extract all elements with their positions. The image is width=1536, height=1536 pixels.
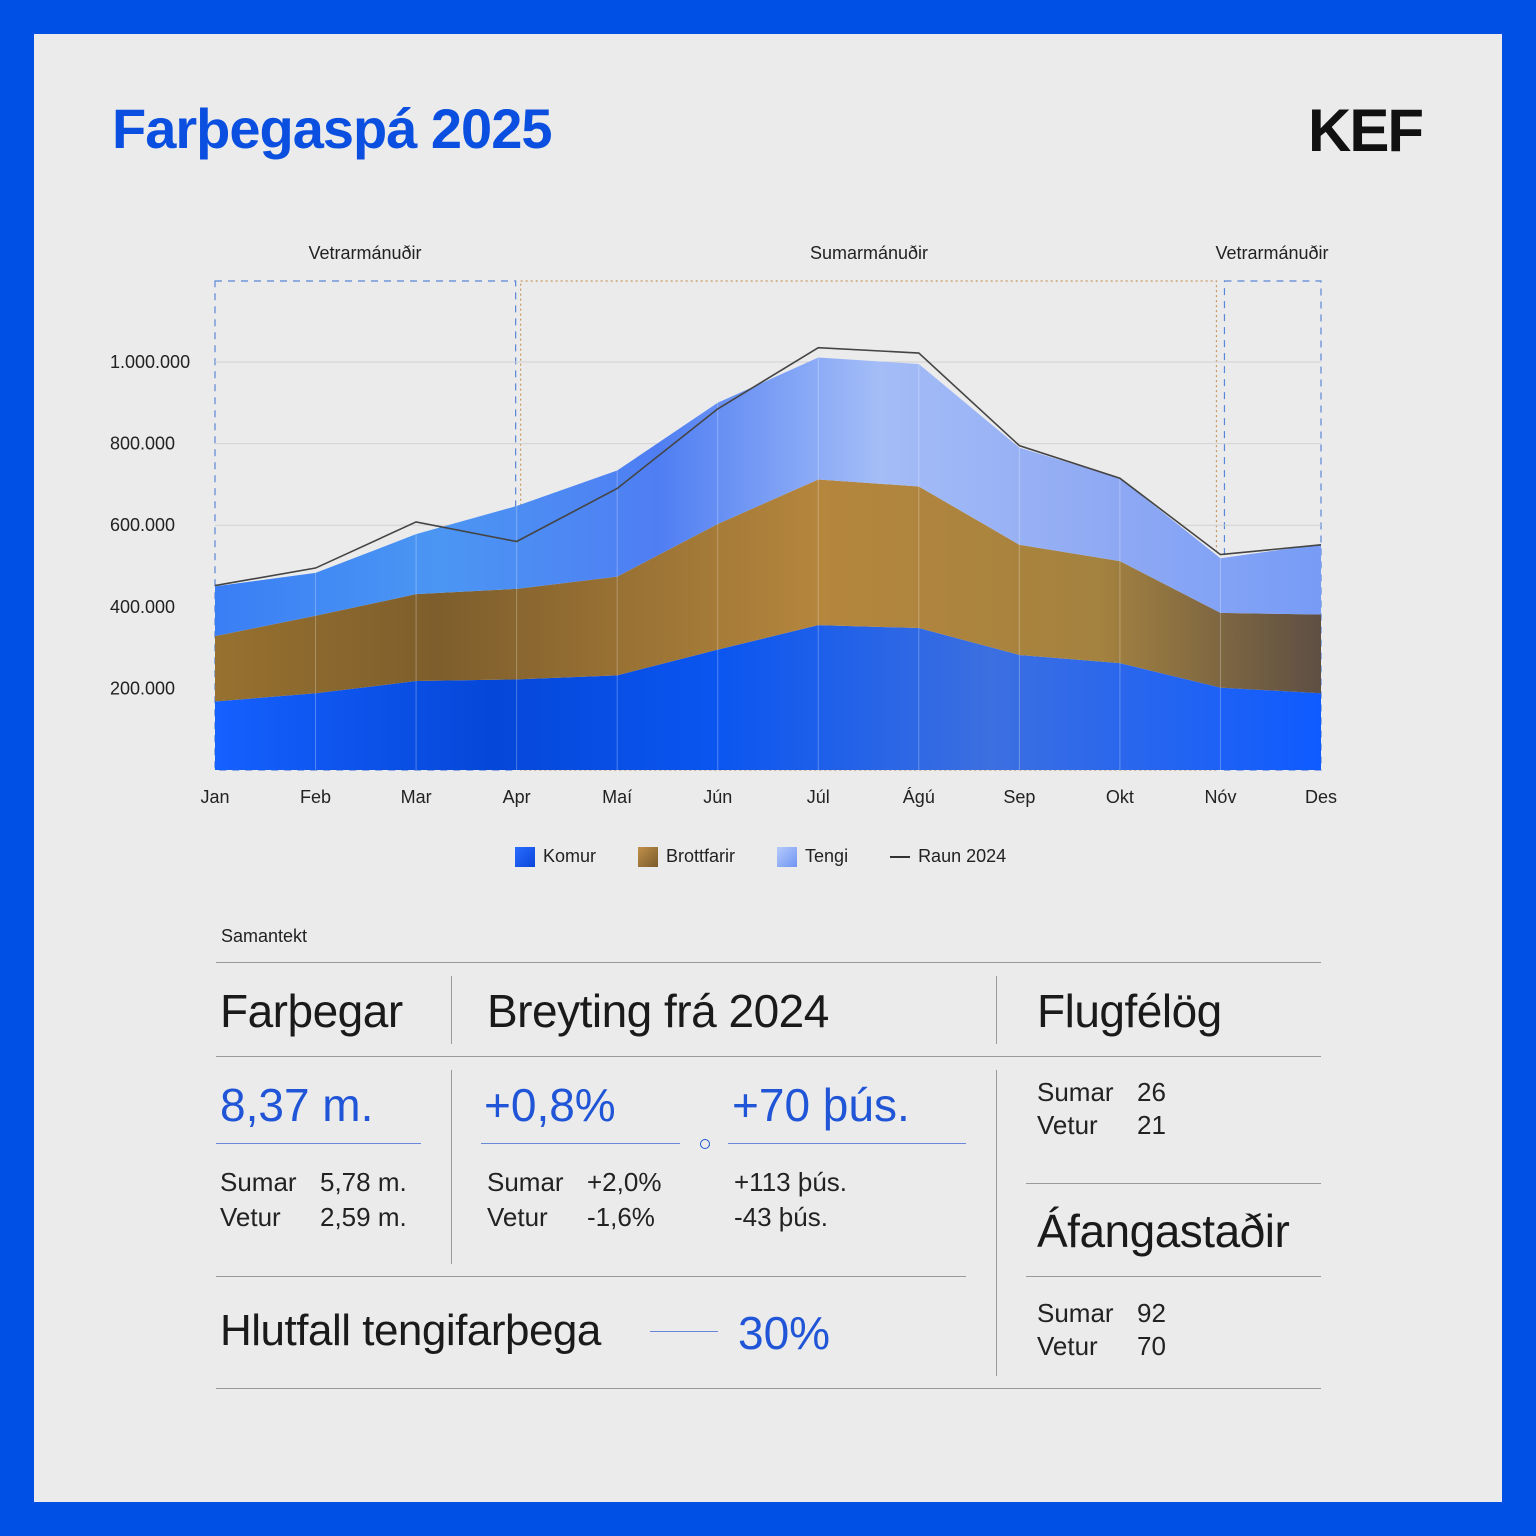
season-label-summer: Sumarmánuðir [810,243,928,263]
destinations-divider [1026,1276,1321,1277]
change-pct: +0,8% [484,1079,616,1131]
x-tick-label: Des [1305,787,1337,807]
change-abs-underline [728,1143,966,1144]
change-heading: Breyting frá 2024 [487,985,829,1037]
transfer-label: Hlutfall tengifarþega [220,1306,601,1355]
legend-brottfarir: Brottfarir [638,846,735,867]
change-winter-abs: -43 þús. [734,1202,828,1232]
col-divider-2-head [996,976,997,1044]
summary-header-divider [216,1056,1321,1057]
x-tick-label: Maí [602,787,632,807]
legend-swatch-komur [515,846,535,867]
x-tick-label: Jún [703,787,732,807]
destinations-summer-label: Sumar [1037,1298,1114,1328]
summary-mid-divider [216,1276,966,1277]
destinations-winter-value: 70 [1137,1331,1166,1361]
legend-raun-2024: Raun 2024 [890,846,1006,867]
destinations-summer-value: 92 [1137,1298,1166,1328]
area-komur [215,625,1321,770]
area-tengi [215,357,1321,637]
passengers-winter-value: 2,59 m. [320,1202,407,1232]
destinations-winter-label: Vetur [1037,1331,1098,1361]
season-label-winter-right: Vetrarmánuðir [1215,243,1328,263]
transfer-value: 30% [738,1307,831,1359]
page-title: Farþegaspá 2025 [112,97,552,160]
passenger-area-chart: 200.000 400.000 600.000 800.000 1.000.000 Ja… [110,243,1337,807]
passengers-summer-value: 5,78 m. [320,1167,407,1197]
change-abs: +70 þús. [732,1079,910,1131]
passengers-summer-label: Sumar [220,1167,297,1197]
legend-label-brottfarir: Brottfarir [666,846,736,866]
x-tick-label: Nóv [1204,787,1236,807]
x-tick-label: Okt [1106,787,1134,807]
col-divider-1 [451,1070,452,1264]
legend-swatch-brottfarir [638,846,659,867]
change-summer-abs: +113 þús. [734,1167,848,1197]
passengers-total: 8,37 m. [220,1079,374,1131]
x-tick-label: Feb [300,787,331,807]
change-pct-underline [481,1143,680,1144]
legend-swatch-raun-2024 [890,855,911,858]
line-raun-2024 [214,346,1322,587]
legend-swatch-tengi [777,846,798,867]
summary-top-divider [216,962,1321,963]
legend-label-tengi: Tengi [805,846,849,866]
x-tick-label: Mar [401,787,432,807]
airlines-winter-value: 21 [1137,1110,1166,1140]
change-connector-dot [700,1139,710,1149]
area-brottfarir [215,479,1321,702]
summary-label: Samantekt [221,926,308,946]
col-divider-2 [996,1070,997,1376]
legend-tengi: Tengi [777,846,848,867]
airlines-heading: Flugfélög [1037,985,1222,1037]
season-label-winter-left: Vetrarmánuðir [308,243,421,263]
airlines-summer-label: Sumar [1037,1077,1114,1107]
summary-bottom-divider [216,1388,1321,1389]
legend-label-raun-2024: Raun 2024 [918,846,1007,866]
x-tick-label: Jan [200,787,229,807]
legend-komur: Komur [515,846,596,867]
y-tick-label: 200.000 [110,678,175,698]
transfer-connector [650,1331,718,1332]
passengers-heading: Farþegar [220,985,403,1037]
x-tick-label: Apr [503,787,531,807]
destinations-heading: Áfangastaðir [1037,1205,1290,1257]
chart-legend: Komur Brottfarir Tengi Raun 2024 [515,846,1006,867]
airlines-divider [1026,1183,1321,1184]
x-tick-label: Sep [1003,787,1035,807]
y-tick-label: 800.000 [110,434,175,454]
col-divider-1-head [451,976,452,1044]
change-winter-pct: -1,6% [587,1202,655,1232]
legend-label-komur: Komur [543,846,597,866]
x-tick-label: Júl [807,787,830,807]
kef-logo: KEF [1308,97,1424,164]
airlines-summer-value: 26 [1137,1077,1166,1107]
change-summer-label: Sumar [487,1167,564,1197]
change-summer-pct: +2,0% [587,1167,662,1197]
passengers-underline [216,1143,421,1144]
x-tick-label: Ágú [903,787,935,807]
y-tick-label: 1.000.000 [110,352,190,372]
y-tick-label: 400.000 [110,597,175,617]
change-winter-label: Vetur [487,1202,548,1232]
passengers-winter-label: Vetur [220,1202,281,1232]
y-tick-label: 600.000 [110,515,175,535]
airlines-winter-label: Vetur [1037,1110,1098,1140]
